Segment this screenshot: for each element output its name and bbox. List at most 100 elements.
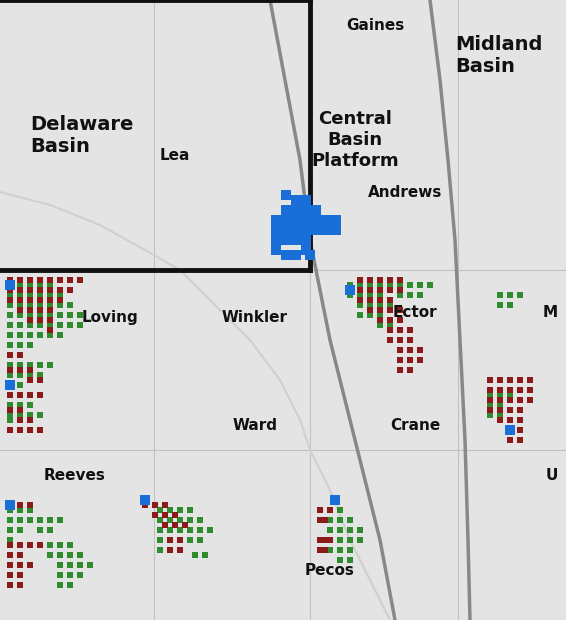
Point — [25, 280, 35, 290]
Point — [25, 390, 35, 400]
Text: Ector: Ector — [393, 305, 438, 320]
Point — [6, 280, 15, 290]
Point — [302, 225, 311, 235]
Point — [25, 425, 35, 435]
Point — [375, 290, 384, 300]
Point — [325, 505, 335, 515]
Point — [405, 355, 414, 365]
Point — [525, 375, 534, 385]
Point — [325, 515, 335, 525]
Point — [6, 275, 15, 285]
Point — [25, 310, 35, 320]
Point — [405, 365, 414, 375]
Point — [45, 295, 54, 305]
Point — [75, 560, 84, 570]
Point — [25, 505, 35, 515]
Point — [25, 370, 35, 380]
Point — [151, 500, 160, 510]
Point — [505, 435, 514, 445]
Point — [495, 415, 504, 425]
Point — [315, 535, 324, 545]
Point — [291, 195, 301, 205]
Point — [505, 300, 514, 310]
Point — [15, 350, 24, 360]
Point — [325, 505, 335, 515]
Point — [405, 325, 414, 335]
Point — [375, 285, 384, 295]
Point — [272, 215, 281, 225]
Point — [405, 345, 414, 355]
Point — [486, 400, 495, 410]
Point — [25, 320, 35, 330]
Point — [161, 500, 170, 510]
Point — [6, 425, 15, 435]
Point — [36, 300, 45, 310]
Point — [36, 315, 45, 325]
Point — [405, 290, 414, 300]
Point — [36, 330, 45, 340]
Point — [291, 205, 301, 215]
Point — [15, 425, 24, 435]
Point — [385, 285, 395, 295]
Point — [6, 300, 15, 310]
Point — [15, 275, 24, 285]
Point — [66, 320, 75, 330]
Point — [45, 300, 54, 310]
Point — [366, 310, 375, 320]
Point — [315, 505, 324, 515]
Point — [140, 495, 149, 505]
Point — [345, 555, 354, 565]
Point — [6, 340, 15, 350]
Point — [156, 515, 165, 525]
Point — [25, 315, 35, 325]
Point — [55, 580, 65, 590]
Point — [6, 550, 15, 560]
Point — [281, 250, 290, 260]
Point — [321, 225, 331, 235]
Point — [45, 515, 54, 525]
Point — [345, 545, 354, 555]
Point — [6, 350, 15, 360]
Point — [6, 515, 15, 525]
Point — [66, 550, 75, 560]
Point — [495, 300, 504, 310]
Point — [165, 535, 174, 545]
Point — [25, 500, 35, 510]
Point — [385, 275, 395, 285]
Point — [302, 205, 311, 215]
Point — [175, 535, 185, 545]
Point — [505, 415, 514, 425]
Point — [15, 310, 24, 320]
Point — [396, 290, 405, 300]
Text: Reeves: Reeves — [44, 468, 106, 483]
Point — [486, 395, 495, 405]
Point — [345, 280, 354, 290]
Point — [6, 295, 15, 305]
Point — [6, 320, 15, 330]
Point — [366, 295, 375, 305]
Point — [15, 560, 24, 570]
Point — [66, 570, 75, 580]
Point — [325, 535, 335, 545]
Text: Ward: Ward — [233, 418, 277, 433]
Point — [375, 275, 384, 285]
Text: M: M — [543, 305, 558, 320]
Text: Pecos: Pecos — [305, 563, 355, 578]
Point — [66, 540, 75, 550]
Point — [55, 320, 65, 330]
Point — [36, 310, 45, 320]
Point — [385, 335, 395, 345]
Point — [36, 290, 45, 300]
Point — [331, 495, 340, 505]
Point — [25, 560, 35, 570]
Point — [55, 560, 65, 570]
Point — [486, 405, 495, 415]
Point — [45, 275, 54, 285]
Point — [36, 525, 45, 535]
Point — [486, 385, 495, 395]
Point — [486, 375, 495, 385]
Point — [396, 325, 405, 335]
Point — [355, 310, 365, 320]
Point — [385, 295, 395, 305]
Point — [36, 540, 45, 550]
